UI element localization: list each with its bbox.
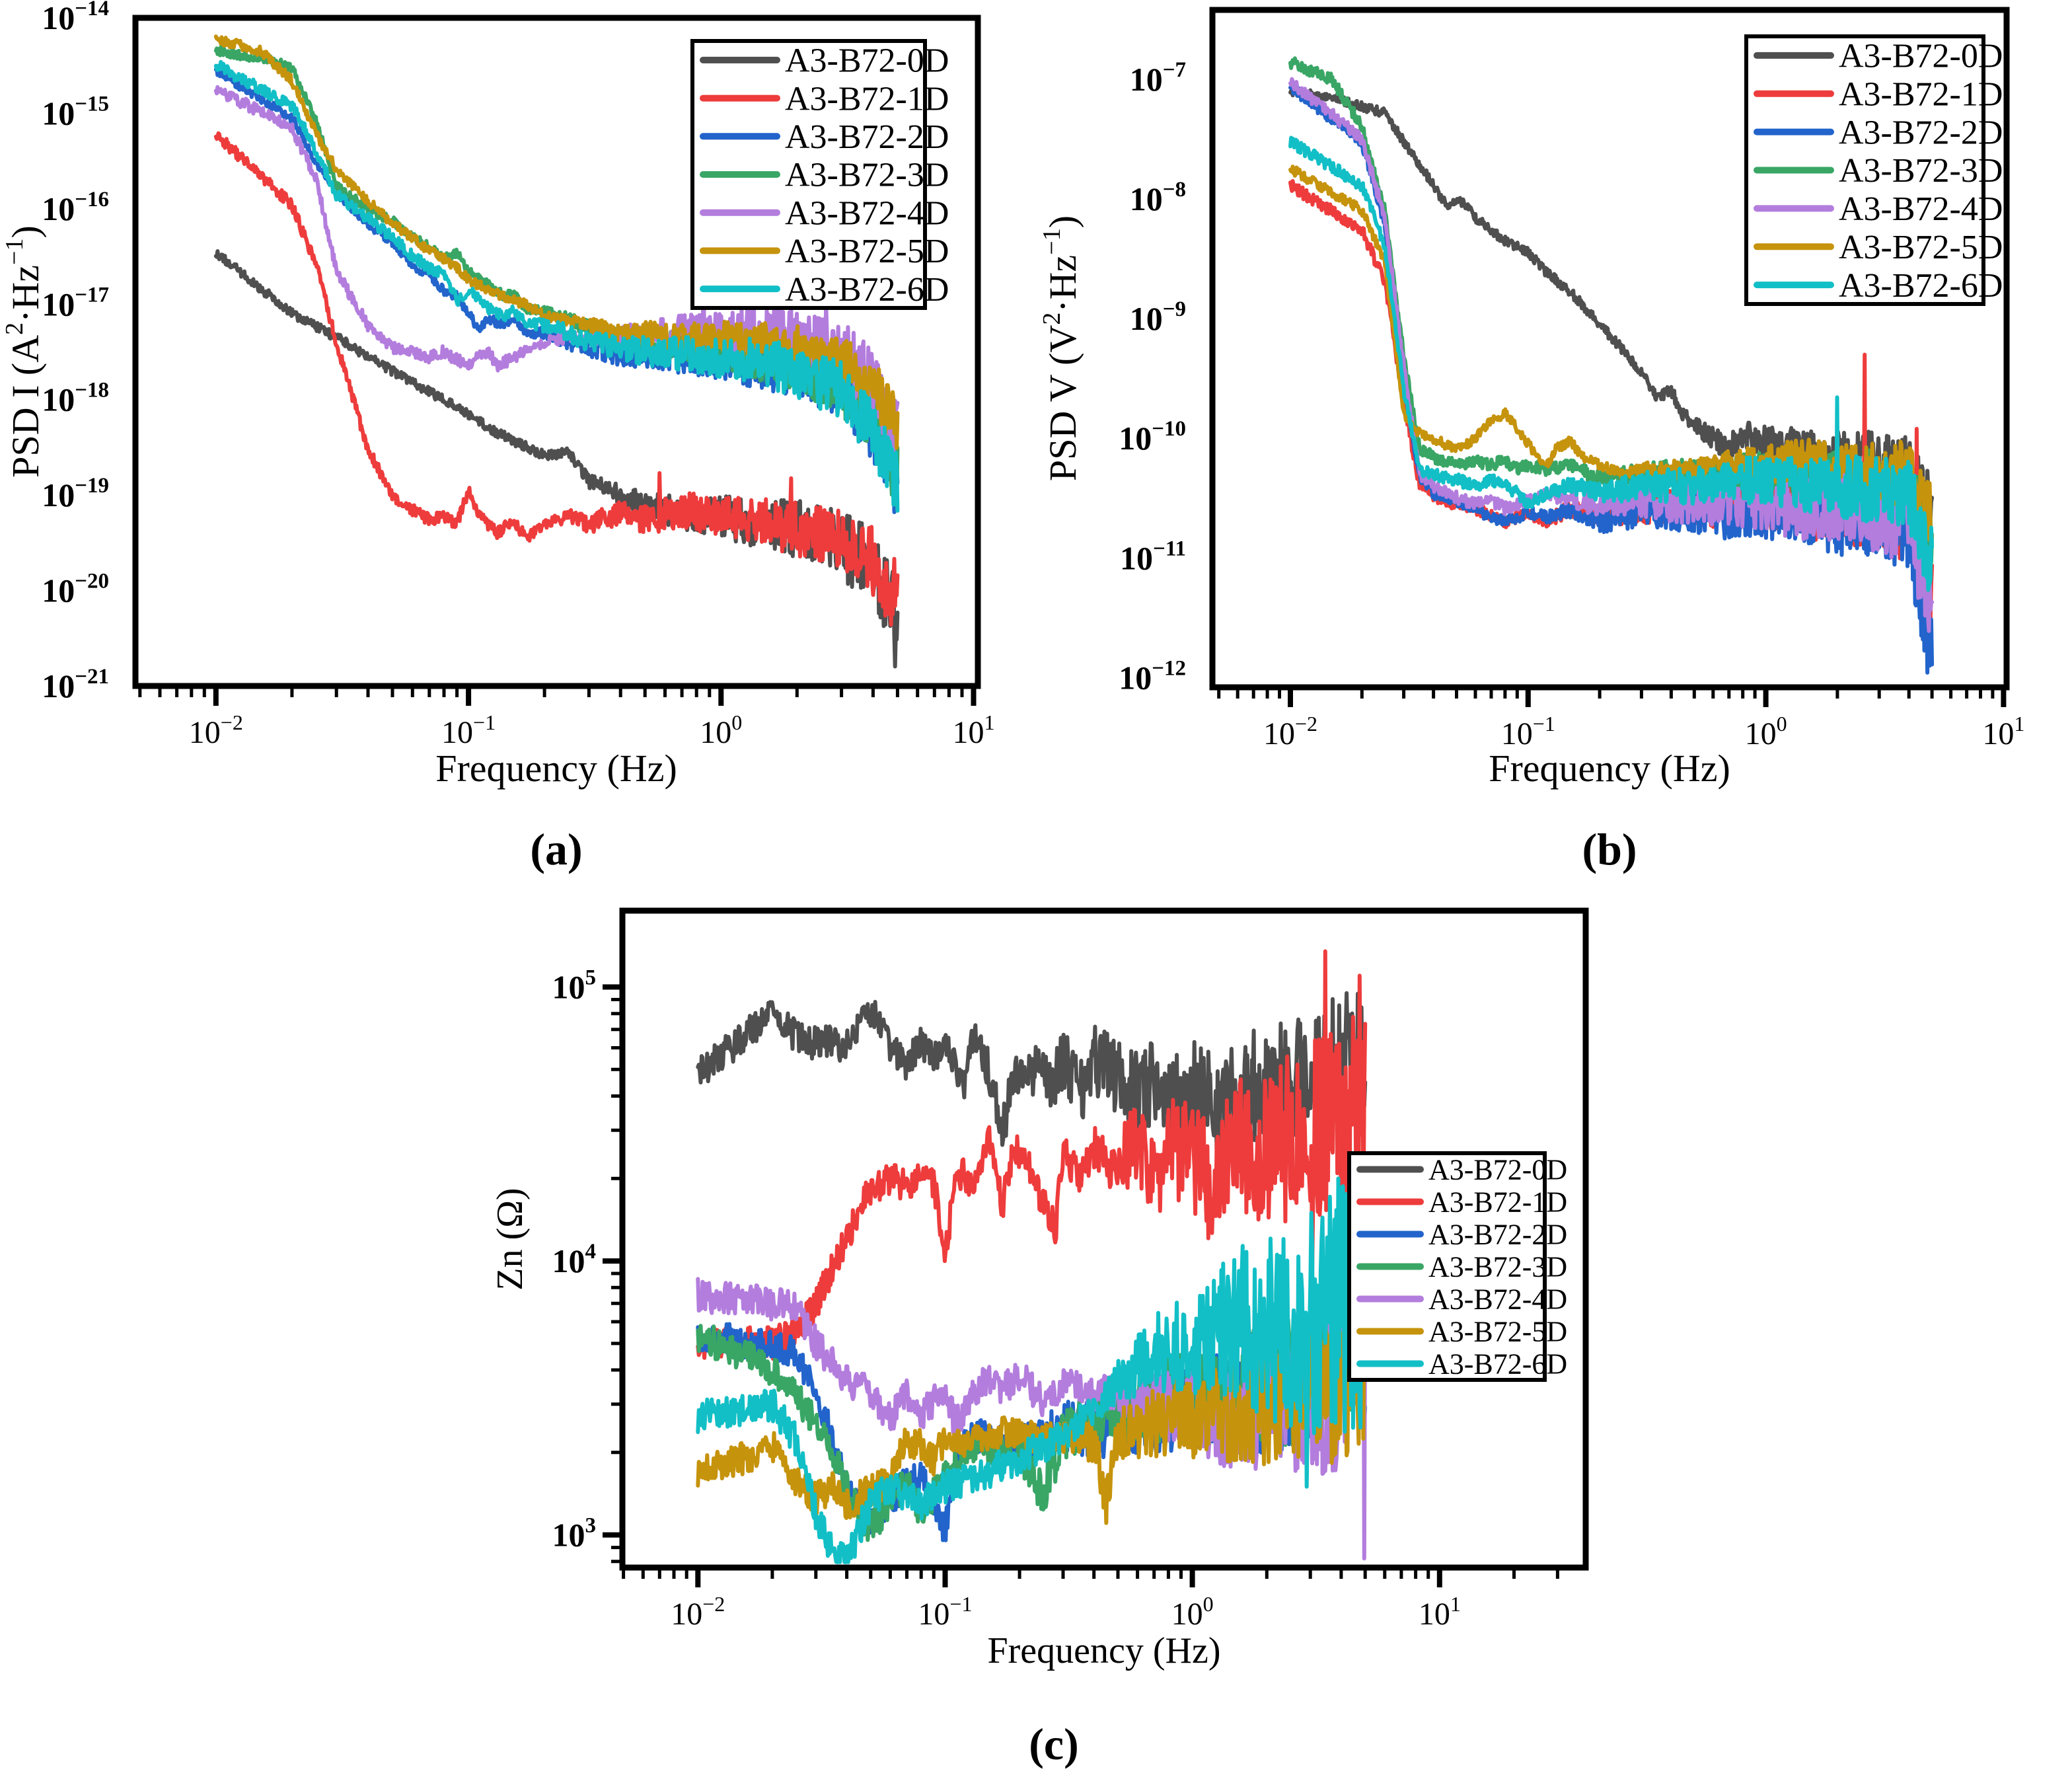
y-tick-label-a: 10−21 [42,665,109,704]
y-tick-label-b: 10−8 [1130,178,1186,217]
series-line-A3-B72-1D [213,131,900,627]
x-tick-label-a: 10−2 [189,710,243,750]
y-axis-title-c: Zn (Ω) [490,1188,531,1290]
legend-label-A3-B72-2D: A3-B72-2D [1428,1218,1567,1250]
legend-label-A3-B72-1D: A3-B72-1D [1839,75,2003,113]
legend-label-A3-B72-0D: A3-B72-0D [785,42,949,80]
y-tick-label-a: 10−20 [42,570,109,609]
series-group [696,949,1368,1564]
x-tick-label-a: 100 [700,710,742,750]
y-axis-title-a: PSD I (A2·Hz−1) [1,225,47,478]
legend-label-A3-B72-5D: A3-B72-5D [785,233,949,270]
legend-label-A3-B72-5D: A3-B72-5D [1839,229,2003,266]
legend-label-A3-B72-4D: A3-B72-4D [1428,1283,1567,1315]
chart-psd-voltage: 10−2 10−1 100 101 10−7 10−8 10−9 10−10 10−11 10−1… [1038,7,2024,790]
y-tick-label-a: 10−16 [42,188,109,227]
major-ticks [213,686,977,706]
series-group [213,34,900,669]
x-tick-label-a: 101 [952,710,994,750]
x-tick-label-c: 101 [1419,1592,1461,1632]
x-axis-title-b: Frequency (Hz) [1489,747,1730,790]
series-line-A3-B72-6D [1288,135,1935,592]
legend-c: A3-B72-0DA3-B72-1DA3-B72-2DA3-B72-3DA3-B… [1347,1151,1567,1382]
x-tick-label-c: 100 [1171,1592,1214,1632]
caption-a: (a) [530,824,582,874]
y-tick-label-b: 10−9 [1130,297,1186,337]
series-line-A3-B72-0D [696,991,1368,1170]
legend-a: A3-B72-0DA3-B72-1DA3-B72-2DA3-B72-3DA3-B… [690,39,949,310]
y-tick-label-b: 10−12 [1119,656,1186,696]
y-tick-label-b: 10−7 [1130,58,1186,98]
legend-label-A3-B72-2D: A3-B72-2D [785,118,949,156]
legend-label-A3-B72-4D: A3-B72-4D [785,194,949,232]
legend-label-A3-B72-3D: A3-B72-3D [1839,152,2003,190]
minor-ticks [611,998,1559,1579]
y-tick-label-a: 10−17 [42,283,109,322]
chart-impedance: 10−2 10−1 100 101 105 104 103 Frequency (Hz) Zn … [490,907,1589,1671]
legend-label-A3-B72-4D: A3-B72-4D [1839,190,2003,228]
plot-frame [132,15,981,689]
major-ticks [603,984,1442,1587]
series-group [1288,56,1935,675]
series-line-A3-B72-5D [1288,165,1935,547]
legend-label-A3-B72-1D: A3-B72-1D [1428,1186,1567,1218]
legend-label-A3-B72-3D: A3-B72-3D [785,157,949,194]
plot-frame [619,907,1589,1571]
x-tick-label-b: 10−1 [1501,712,1555,751]
x-tick-label-c: 10−1 [918,1592,972,1632]
axes-a [138,686,977,706]
legend-label-A3-B72-0D: A3-B72-0D [1428,1153,1567,1186]
x-axis-title-a: Frequency (Hz) [435,747,677,790]
minor-ticks [1217,687,1995,699]
y-tick-label-a: 10−18 [42,379,109,418]
series-line-A3-B72-0D [213,249,900,669]
legend-label-A3-B72-6D: A3-B72-6D [785,271,949,309]
caption-b: (b) [1582,824,1637,874]
legend-label-A3-B72-1D: A3-B72-1D [785,80,949,118]
x-tick-label-b: 100 [1745,712,1787,751]
caption-c: (c) [1029,1719,1078,1769]
y-tick-label-b: 10−11 [1120,537,1186,576]
y-tick-label-a: 10−19 [42,474,109,513]
series-line-A3-B72-6D [213,59,900,513]
y-tick-label-b: 10−10 [1119,417,1186,457]
legend-box [1347,1151,1547,1382]
x-tick-label-c: 10−2 [671,1592,725,1632]
axes-b [1217,687,2007,707]
legend-b: A3-B72-0DA3-B72-1DA3-B72-2DA3-B72-3DA3-B… [1744,34,2003,306]
x-axis-title-c: Frequency (Hz) [988,1630,1221,1671]
series-line-A3-B72-5D [213,34,900,450]
plot-frame [1209,7,2010,691]
major-ticks [1288,687,2007,707]
x-tick-label-b: 10−2 [1263,712,1317,751]
y-tick-label-c: 103 [552,1514,597,1554]
x-tick-label-a: 10−1 [441,710,496,750]
y-tick-label-c: 105 [552,966,597,1006]
x-tick-label-b: 101 [1982,712,2024,751]
legend-label-A3-B72-3D: A3-B72-3D [1428,1250,1567,1283]
y-axis-title-b: PSD V (V2·Hz−1) [1038,215,1084,481]
axes-c [603,984,1559,1587]
legend-label-A3-B72-5D: A3-B72-5D [1428,1315,1567,1347]
legend-label-A3-B72-6D: A3-B72-6D [1428,1347,1567,1380]
legend-label-A3-B72-6D: A3-B72-6D [1839,267,2003,305]
legend-label-A3-B72-2D: A3-B72-2D [1839,114,2003,151]
series-line-A3-B72-4D [1288,77,1935,633]
y-tick-label-c: 104 [552,1240,597,1279]
y-tick-label-a: 10−14 [42,0,109,36]
series-line-A3-B72-6D [696,1176,1368,1564]
legend-label-A3-B72-0D: A3-B72-0D [1839,38,2003,75]
minor-ticks [138,686,964,697]
y-tick-label-a: 10−15 [42,92,109,132]
chart-psd-current: 10−2 10−1 100 101 10−14 10−15 10−16 10−17 10−18 1… [1,0,994,790]
